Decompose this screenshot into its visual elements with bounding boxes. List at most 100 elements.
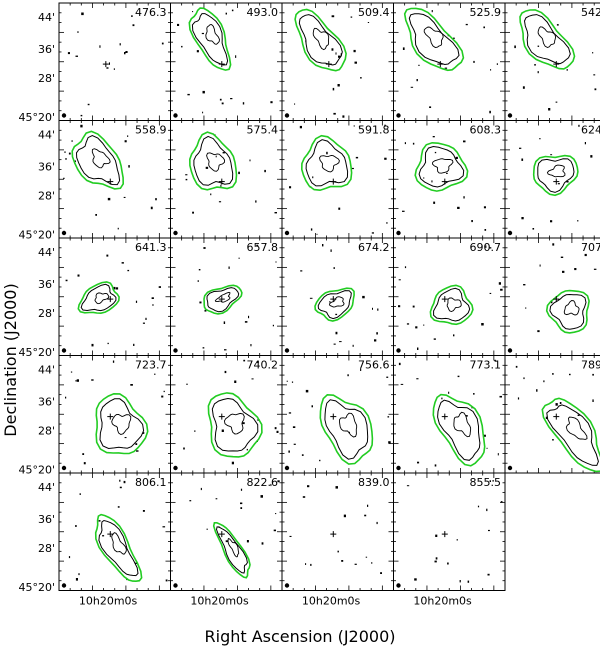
ra-tick-label: 10h20m0s: [79, 595, 138, 608]
hi-contour-outer: [403, 7, 465, 72]
center-cross-marker: [441, 178, 448, 185]
panel-frame: [393, 120, 506, 239]
hi-contour-outer: [414, 141, 469, 192]
hi-contour-core: [565, 416, 588, 440]
noise-specks: [519, 124, 593, 230]
hi-contour-core: [214, 291, 231, 303]
hi-contour-core: [446, 297, 462, 312]
hi-contour-core: [563, 300, 580, 316]
hi-contour-inner: [215, 526, 248, 574]
velocity-label: 806.1: [135, 476, 167, 489]
hi-contour-core: [537, 26, 557, 48]
channel-panel: 624.8: [504, 120, 600, 239]
dec-tick-label: 44': [38, 129, 55, 142]
noise-specks: [177, 9, 273, 114]
hi-contour-outer: [188, 131, 238, 191]
noise-specks: [197, 244, 277, 351]
hi-contour-inner: [75, 134, 121, 186]
beam-marker: [396, 230, 401, 236]
panel-frame: [58, 472, 171, 591]
channel-panel: 855.5: [393, 472, 506, 591]
hi-contour-inner: [191, 13, 229, 66]
noise-specks: [68, 479, 168, 582]
hi-contour-inner: [317, 290, 352, 320]
y-axis-title: Declination (J2000): [1, 283, 20, 436]
panel-ticks: [393, 473, 505, 591]
panel-ticks: [393, 120, 505, 238]
hi-contour-core: [339, 412, 358, 438]
hi-contour-core: [111, 532, 127, 555]
hi-contour-outer: [314, 287, 355, 322]
noise-specks: [300, 244, 379, 347]
hi-contour-inner: [98, 519, 139, 577]
hi-contour-core: [312, 27, 330, 51]
beam-marker: [507, 113, 513, 118]
velocity-label: 756.6: [358, 359, 390, 372]
channel-panel: 525.9: [393, 2, 506, 121]
channel-panel: 756.6: [281, 355, 394, 474]
center-cross-marker: [325, 61, 332, 68]
panel-frame: [58, 2, 171, 121]
channel-panel: 690.7: [393, 237, 506, 356]
channel-panel: 542.4: [504, 2, 600, 121]
panel-ticks: [59, 3, 171, 121]
hi-contour-core: [223, 412, 245, 435]
hi-contour-inner: [523, 14, 571, 65]
panel-frame: [393, 2, 506, 121]
beam-marker: [61, 230, 67, 236]
velocity-label: 558.9: [135, 124, 167, 137]
panel-frame: [281, 472, 394, 591]
hi-contour-outer: [532, 154, 579, 197]
ra-tick-label: 10h20m0s: [302, 595, 361, 608]
hi-contour-outer: [95, 392, 149, 455]
noise-specks: [65, 254, 161, 347]
center-cross-marker: [218, 413, 225, 420]
noise-specks: [514, 24, 597, 111]
dec-tick-label: 45°20': [18, 581, 55, 594]
dec-tick-label: 36': [38, 395, 55, 408]
channel-panel: 674.2: [281, 237, 394, 356]
dec-tick-label: 36': [38, 43, 55, 56]
beam-marker: [284, 113, 290, 118]
dec-tick-label: 36': [38, 513, 55, 526]
channel-panel: 740.2: [170, 355, 283, 474]
hi-contour-core: [329, 296, 345, 308]
hi-contour-core: [453, 411, 472, 438]
beam-marker: [173, 230, 178, 236]
center-cross-marker: [553, 61, 560, 68]
velocity-label: 476.3: [135, 6, 167, 19]
center-cross-marker: [107, 296, 114, 303]
dec-tick-label: 36': [38, 278, 55, 291]
center-cross-marker: [330, 413, 337, 420]
velocity-label: 822.6: [247, 476, 279, 489]
noise-specks: [65, 360, 165, 465]
center-cross-marker: [218, 178, 225, 185]
center-cross-marker: [553, 178, 560, 185]
hi-contour-outer: [429, 284, 474, 326]
center-cross-marker: [441, 531, 448, 538]
velocity-label: 542.4: [581, 6, 600, 19]
beam-marker: [173, 348, 178, 353]
beam-marker: [284, 583, 290, 588]
center-cross-marker: [107, 531, 114, 538]
velocity-label: 855.5: [470, 476, 502, 489]
noise-specks: [67, 12, 164, 117]
hi-contour-outer: [212, 522, 251, 579]
hi-contour-inner: [206, 287, 240, 313]
hi-contour-outer: [207, 392, 263, 458]
dec-tick-label: 44': [38, 11, 55, 24]
hi-contour-outer: [545, 289, 590, 334]
channel-panel: 641.3: [58, 237, 171, 356]
hi-contour-outer: [203, 284, 243, 315]
ra-tick-labels: 10h20m0s 10h20m0s 10h20m0s 10h20m0s: [79, 595, 472, 608]
beam-marker: [173, 113, 178, 118]
hi-contour-outer: [188, 7, 232, 71]
velocity-label: 773.1: [470, 359, 502, 372]
hi-contour-inner: [211, 397, 259, 452]
ra-tick-label: 10h20m0s: [190, 595, 249, 608]
channel-panel: 493.0: [170, 2, 283, 121]
hi-contour-core: [206, 152, 226, 172]
noise-specks: [189, 480, 280, 545]
dec-tick-label: 28': [38, 425, 55, 438]
channel-panel: 806.1: [58, 472, 171, 591]
